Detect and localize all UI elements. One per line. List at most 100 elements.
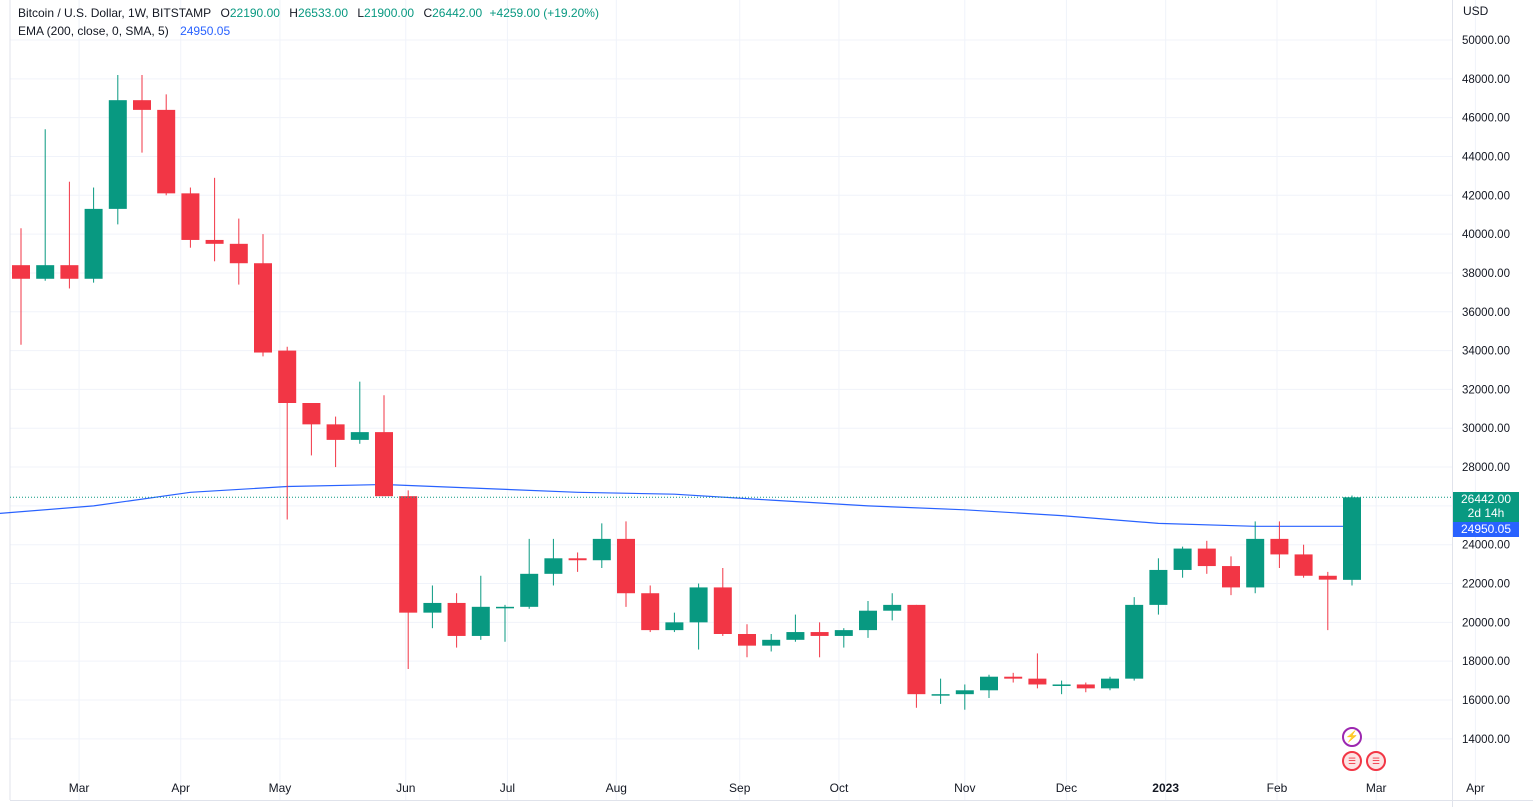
ema-value: 24950.05 — [180, 24, 231, 38]
candle-body — [713, 587, 732, 634]
candle — [375, 395, 393, 497]
lightning-icon[interactable]: ⚡ — [1342, 727, 1362, 747]
candle-body — [12, 265, 30, 279]
us-flag-icon[interactable]: ☰ — [1342, 751, 1362, 771]
candle — [810, 622, 829, 658]
candle-body — [810, 632, 829, 636]
candle-body — [157, 109, 176, 194]
candle — [786, 614, 805, 642]
candle-body — [1125, 604, 1144, 679]
candle-body — [205, 239, 224, 244]
candle-body — [108, 100, 127, 209]
x-tick-label: Nov — [954, 781, 975, 795]
candle — [955, 684, 974, 710]
candle-body — [1076, 684, 1095, 689]
candle — [1076, 682, 1095, 693]
candle-body — [84, 208, 103, 279]
candle — [1149, 558, 1168, 615]
candle-body — [326, 424, 345, 440]
candle-body — [471, 606, 490, 636]
x-tick-label: Dec — [1056, 781, 1077, 795]
candle-body — [254, 263, 272, 353]
time-axis[interactable]: Mar Apr May Jun Jul Aug Sep Oct Nov Dec 2023 Feb Mar… — [69, 781, 1485, 795]
candle-body — [1149, 569, 1168, 605]
candle-body — [1101, 678, 1119, 689]
ema-line — [0, 483, 1352, 527]
candle — [1173, 546, 1192, 578]
candle-body — [689, 587, 708, 623]
symbol-title: Bitcoin / U.S. Dollar, 1W, BITSTAMP — [18, 6, 212, 20]
candle — [326, 416, 345, 468]
y-tick-label: 48000.00 — [1462, 74, 1510, 86]
candles — [12, 74, 1361, 710]
candle-body — [278, 350, 297, 403]
candle-body — [1052, 684, 1071, 686]
y-tick-label: 30000.00 — [1462, 423, 1510, 435]
candle-body — [1318, 575, 1337, 580]
candle — [181, 187, 200, 248]
candle — [1125, 597, 1144, 681]
x-tick-label: Apr — [1466, 781, 1485, 795]
candle-body — [423, 602, 442, 613]
candle — [205, 177, 224, 262]
candle-body — [302, 403, 321, 425]
open-value: 22190.00 — [229, 6, 280, 20]
x-tick-label: Sep — [729, 781, 751, 795]
chart-legend: Bitcoin / U.S. Dollar, 1W, BITSTAMP O221… — [18, 4, 599, 40]
candle-body — [1197, 548, 1216, 567]
symbol-row[interactable]: Bitcoin / U.S. Dollar, 1W, BITSTAMP O221… — [18, 4, 599, 22]
y-tick-label: 20000.00 — [1462, 617, 1510, 629]
x-tick-label: 2023 — [1152, 781, 1179, 795]
candle-body — [520, 573, 539, 607]
candle-body — [1222, 566, 1240, 588]
us-flag-icon[interactable]: ☰ — [1366, 751, 1386, 771]
x-tick-label: Oct — [830, 781, 849, 795]
candle-body — [762, 639, 781, 646]
y-tick-label: 14000.00 — [1462, 734, 1510, 746]
ema-row[interactable]: EMA (200, close, 0, SMA, 5) 24950.05 — [18, 22, 599, 40]
candle-body — [641, 593, 660, 631]
candle — [84, 187, 103, 283]
high-label: H — [289, 6, 298, 20]
price-axis[interactable]: 14000.00 16000.00 18000.00 20000.00 22000.00… — [1462, 35, 1510, 746]
candle — [931, 678, 950, 704]
x-tick-label: Apr — [171, 781, 190, 795]
candle-body — [1004, 676, 1023, 679]
candle-body — [350, 432, 369, 440]
candle — [1052, 680, 1071, 695]
candle-body — [931, 694, 950, 696]
candle — [617, 521, 635, 607]
candle — [544, 538, 563, 586]
candle-body — [60, 265, 79, 279]
y-tick-label: 24000.00 — [1462, 540, 1510, 552]
candle-body — [859, 610, 877, 631]
x-tick-label: Feb — [1267, 781, 1288, 795]
ema-series — [0, 483, 1352, 527]
candle — [1028, 653, 1047, 689]
candle — [471, 575, 490, 640]
high-value: 26533.00 — [297, 6, 348, 20]
y-tick-label: 44000.00 — [1462, 151, 1510, 163]
currency-label[interactable]: USD — [1463, 4, 1489, 18]
candle — [762, 634, 781, 652]
y-tick-label: 36000.00 — [1462, 307, 1510, 319]
candle — [1101, 676, 1119, 691]
candle — [108, 74, 127, 225]
candle-body — [738, 634, 756, 646]
x-tick-label: Mar — [1366, 781, 1387, 795]
candle — [1197, 540, 1216, 574]
candle-body — [786, 632, 805, 640]
candle — [592, 523, 611, 568]
candle — [157, 94, 176, 196]
candle — [133, 74, 151, 153]
candle-body — [544, 558, 563, 574]
candle — [713, 568, 732, 636]
candle — [834, 628, 853, 648]
close-value: 26442.00 — [432, 6, 483, 20]
candle-body — [399, 496, 418, 613]
candle-body — [834, 630, 853, 636]
candle-body — [1343, 497, 1361, 580]
candle — [229, 218, 248, 285]
candle — [302, 403, 321, 456]
